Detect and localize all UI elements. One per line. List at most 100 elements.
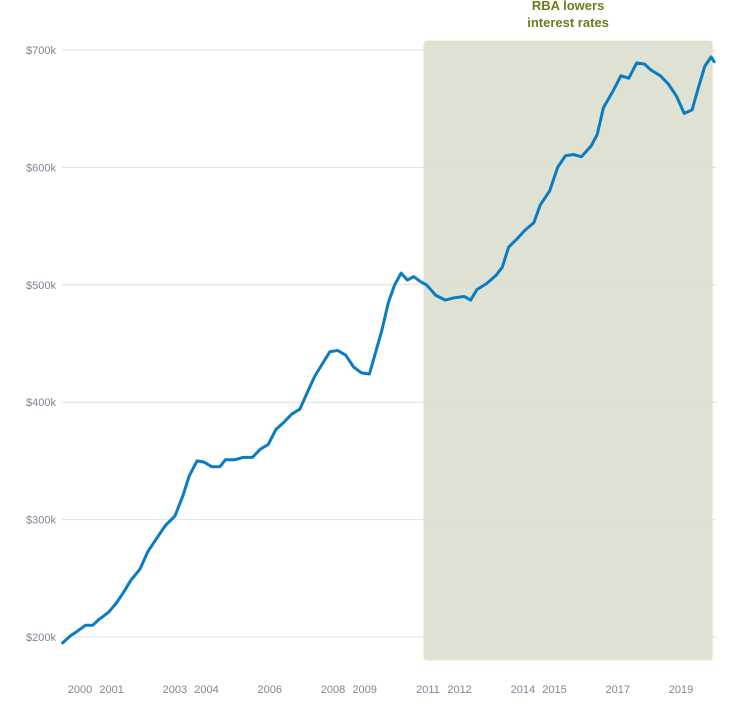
- data-point: [602, 106, 605, 109]
- data-point: [444, 299, 446, 301]
- data-point: [620, 75, 622, 77]
- data-point: [360, 372, 363, 374]
- data-point: [107, 611, 110, 613]
- x-tick-label: 2000: [68, 684, 92, 696]
- data-point: [307, 391, 309, 393]
- data-point: [710, 56, 712, 58]
- data-point: [242, 456, 244, 458]
- data-point: [115, 602, 117, 604]
- data-point: [628, 77, 630, 79]
- y-tick-label: $300k: [26, 515, 56, 527]
- data-point: [683, 112, 685, 114]
- data-point: [454, 297, 456, 299]
- data-point: [283, 421, 285, 423]
- data-point: [413, 276, 415, 278]
- data-point: [572, 153, 575, 156]
- x-tick-label: 2011: [416, 684, 440, 696]
- data-point: [533, 222, 535, 224]
- series-points: [62, 56, 715, 644]
- data-point: [406, 279, 408, 281]
- data-point: [353, 366, 355, 368]
- x-tick-label: 2006: [258, 684, 282, 696]
- data-point: [713, 61, 715, 63]
- data-point: [580, 156, 583, 158]
- data-point: [92, 624, 94, 626]
- shaded-region-rba: [423, 40, 713, 661]
- data-point: [381, 328, 383, 330]
- data-point: [337, 349, 339, 352]
- data-point: [174, 515, 176, 517]
- data-point: [130, 580, 132, 582]
- price-series-line: [61, 55, 716, 645]
- data-point: [164, 524, 166, 527]
- data-point: [234, 459, 236, 461]
- x-tick-label: 2008: [321, 684, 345, 696]
- data-point: [435, 294, 437, 296]
- data-point: [523, 230, 526, 232]
- data-point: [697, 87, 700, 89]
- data-point: [704, 65, 706, 67]
- data-point: [596, 133, 598, 136]
- data-point: [419, 280, 421, 282]
- data-point: [612, 90, 614, 92]
- data-point: [139, 568, 141, 570]
- data-point: [564, 155, 567, 157]
- data-point: [476, 288, 478, 291]
- y-tick-label: $400k: [26, 397, 56, 409]
- annotation-line-1: RBA lowers: [532, 0, 604, 13]
- data-point: [501, 266, 503, 268]
- data-point: [485, 283, 488, 285]
- data-point: [495, 274, 497, 276]
- data-point: [188, 475, 190, 477]
- data-point: [76, 630, 79, 632]
- data-point: [182, 495, 184, 497]
- annotation-line-2: interest rates: [527, 15, 609, 30]
- data-point: [211, 466, 213, 468]
- data-point: [314, 375, 316, 377]
- data-point: [375, 351, 377, 353]
- data-point: [517, 237, 519, 239]
- y-tick-label: $700k: [26, 45, 56, 57]
- data-point: [319, 366, 321, 368]
- data-point: [251, 456, 253, 458]
- data-point: [345, 354, 347, 356]
- data-point: [299, 408, 301, 410]
- data-point: [590, 145, 592, 147]
- data-point: [675, 95, 677, 97]
- x-tick-label: 2017: [605, 684, 629, 696]
- x-axis-tick-labels: 2000 2001 2003 2004 2006 2008 2009 2011 2012 2014…: [68, 684, 693, 696]
- data-point: [463, 295, 465, 298]
- data-point: [267, 443, 269, 446]
- y-axis-tick-labels: $200k $300k $400k $500k $600k $700k: [26, 45, 56, 644]
- data-point: [203, 461, 205, 463]
- data-point: [259, 448, 261, 450]
- data-point: [368, 373, 370, 375]
- x-tick-label: 2012: [447, 684, 471, 696]
- data-point: [329, 351, 331, 353]
- data-point: [659, 75, 662, 77]
- data-point: [196, 460, 198, 462]
- y-tick-label: $600k: [26, 162, 56, 174]
- data-point: [539, 204, 541, 206]
- x-tick-label: 2004: [194, 684, 218, 696]
- data-point: [691, 109, 693, 111]
- data-point: [400, 272, 402, 274]
- data-point: [147, 550, 149, 552]
- data-point: [98, 618, 100, 621]
- y-tick-label: $200k: [26, 632, 56, 644]
- data-point: [636, 62, 638, 64]
- data-point: [470, 299, 472, 301]
- data-point: [549, 190, 551, 192]
- x-tick-label: 2001: [99, 684, 123, 696]
- data-point: [84, 624, 86, 626]
- y-tick-label: $500k: [26, 280, 56, 292]
- x-tick-label: 2015: [542, 684, 566, 696]
- x-tick-label: 2019: [669, 684, 693, 696]
- data-point: [275, 428, 277, 430]
- data-point: [291, 413, 293, 415]
- data-point: [219, 466, 221, 468]
- x-tick-label: 2009: [352, 684, 376, 696]
- data-point: [650, 69, 652, 71]
- data-point: [387, 301, 389, 303]
